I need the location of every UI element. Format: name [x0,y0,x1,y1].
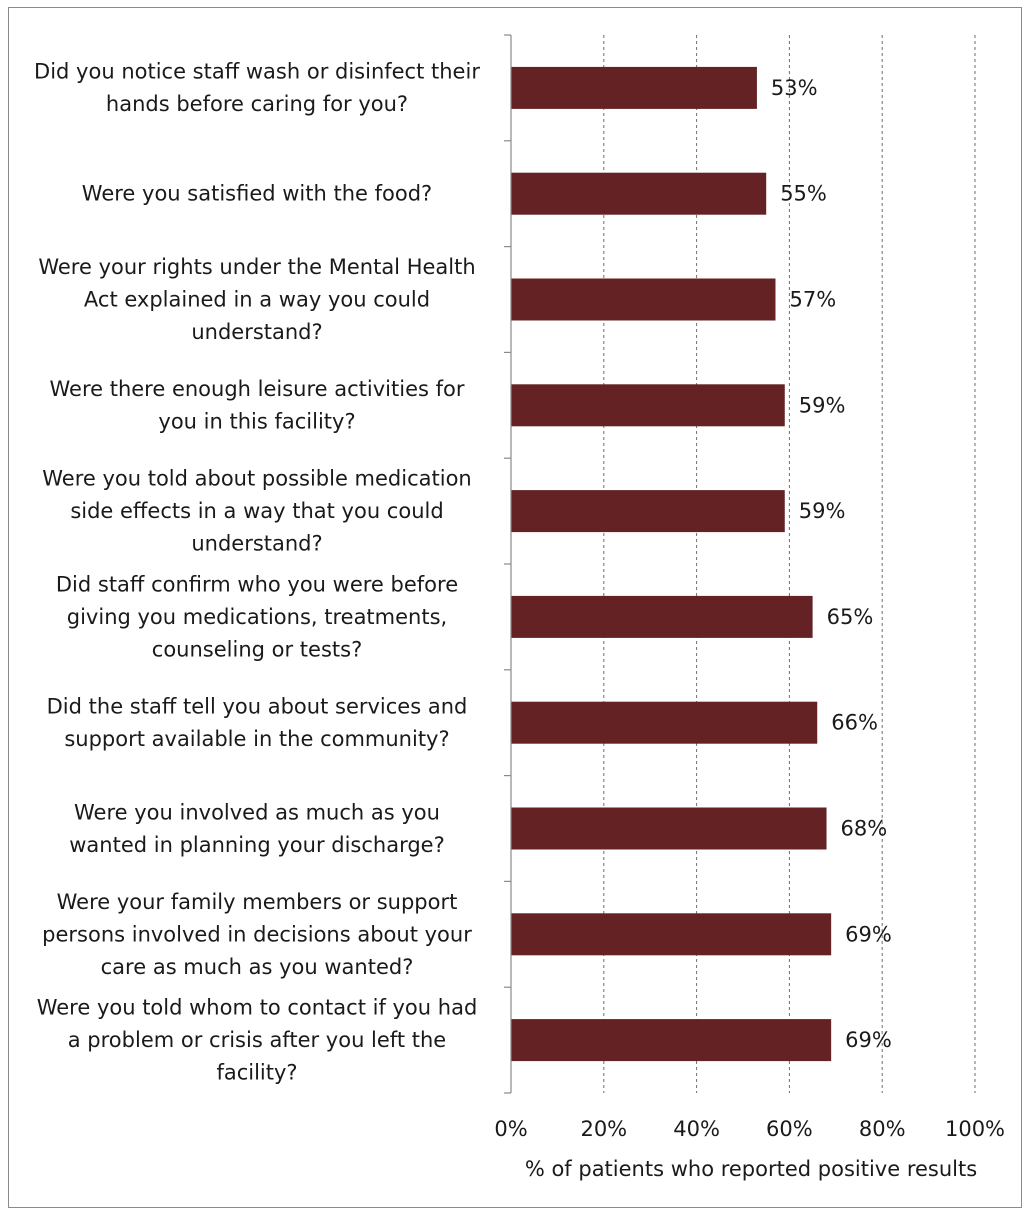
bar [511,278,776,321]
bar [511,66,757,109]
chart-frame [8,7,1022,1208]
bar [511,807,827,850]
category-labels: Did you notice staff wash or disinfect t… [34,60,480,1085]
bar [511,490,785,533]
data-label: 69% [845,922,892,946]
bar [511,701,818,744]
category-label: Were you involved as much as you wanted i… [69,800,445,857]
data-labels: 53% 55% 57% 59% 59% 65% 66% 68% 69% 69% [771,76,892,1052]
data-label: 69% [845,1028,892,1052]
bar [511,172,767,215]
axes [504,34,512,1094]
category-label: Were you satisfied with the food? [82,182,432,206]
x-tick-label: 20% [580,1117,627,1141]
tick-labels: 0% 20% 40% 60% 80% 100% [494,1117,1005,1141]
x-tick-label: 80% [859,1117,906,1141]
bar [511,1019,832,1062]
x-tick-label: 60% [766,1117,813,1141]
data-label: 68% [841,817,888,841]
data-label: 66% [831,711,878,735]
data-label: 65% [827,605,874,629]
x-axis-title: % of patients who reported positive resu… [525,1157,977,1181]
x-tick-label: 100% [945,1117,1005,1141]
category-label: Were there enough leisure activities for… [50,377,465,434]
data-label: 53% [771,76,818,100]
category-label: Were you told whom to contact if you had… [37,996,478,1085]
category-label: Did staff confirm who you were before giv… [56,572,458,661]
bar [511,913,832,956]
category-label: Did the staff tell you about services an… [47,694,468,751]
category-label: Did you notice staff wash or disinfect t… [34,60,480,117]
data-label: 59% [799,499,846,523]
category-label: Were your family members or support perso… [42,890,472,979]
data-label: 55% [780,182,827,206]
data-label: 59% [799,393,846,417]
bar [511,384,785,427]
x-tick-label: 0% [494,1117,527,1141]
category-label: Were you told about possible medication s… [42,467,472,556]
category-label: Were your rights under the Mental Health… [38,255,475,344]
bars [511,66,832,1062]
x-tick-label: 40% [673,1117,720,1141]
data-label: 57% [789,288,836,312]
bar [511,595,813,638]
